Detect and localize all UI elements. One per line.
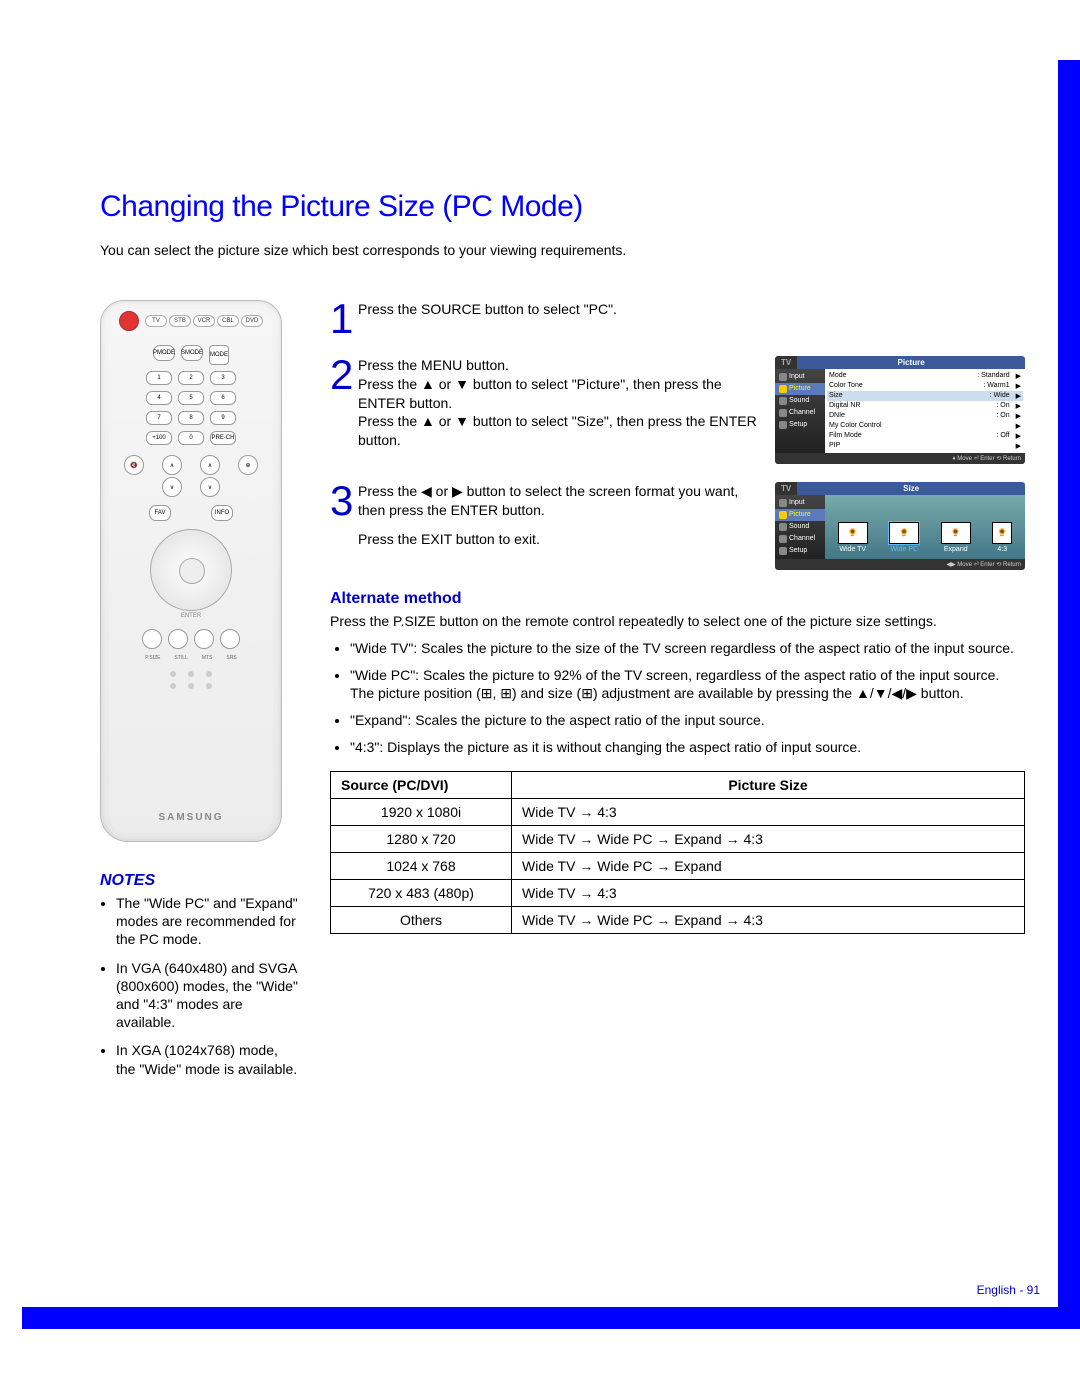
power-button-icon xyxy=(119,311,139,331)
mute-icon: 🔇 xyxy=(124,455,144,475)
notes-list: The "Wide PC" and "Expand" modes are rec… xyxy=(100,894,300,1078)
alt-item: "Expand": Scales the picture to the aspe… xyxy=(350,711,1025,730)
notes-item: In XGA (1024x768) mode, the "Wide" mode … xyxy=(116,1041,300,1077)
table-cell: Wide TV → Wide PC → Expand → 4:3 xyxy=(512,826,1025,853)
osd-sidebar: Input Picture Sound Channel Setup xyxy=(775,369,825,453)
dpad-icon xyxy=(150,529,232,611)
intro-text: You can select the picture size which be… xyxy=(100,242,1025,258)
manual-page: Changing the Picture Size (PC Mode) You … xyxy=(0,0,1080,1397)
step-text: Press the MENU button.Press the ▲ or ▼ b… xyxy=(358,356,775,450)
table-cell: Wide TV → 4:3 xyxy=(512,799,1025,826)
osd-size-options: 🌻Wide TV 🌻Wide PC 🌻Expand 🌻4:3 xyxy=(825,495,1025,559)
resolution-table: Source (PC/DVI)Picture Size 1920 x 1080i… xyxy=(330,771,1025,934)
frame-bottom xyxy=(22,1307,1080,1329)
step-text: Press the ◀ or ▶ button to select the sc… xyxy=(358,482,775,559)
table-cell: Wide TV → Wide PC → Expand xyxy=(512,853,1025,880)
notes-box: NOTES The "Wide PC" and "Expand" modes a… xyxy=(100,872,300,1078)
remote-small-btn: DVD xyxy=(241,315,263,327)
osd-picture-menu: TVPicture Input Picture Sound Channel Se… xyxy=(775,356,1025,464)
table-cell: 720 x 483 (480p) xyxy=(331,880,512,907)
table-cell: 1920 x 1080i xyxy=(331,799,512,826)
remote-small-btn: VCR xyxy=(193,315,215,327)
table-cell: 1280 x 720 xyxy=(331,826,512,853)
alt-list: "Wide TV": Scales the picture to the siz… xyxy=(330,639,1025,757)
right-column: 1 Press the SOURCE button to select "PC"… xyxy=(330,300,1025,934)
table-header: Source (PC/DVI) xyxy=(331,772,512,799)
frame-right xyxy=(1058,60,1080,1329)
source-icon: ⊕ xyxy=(238,455,258,475)
table-cell: Wide TV → 4:3 xyxy=(512,880,1025,907)
alt-item: "4:3": Displays the picture as it is wit… xyxy=(350,738,1025,757)
step: 2 Press the MENU button.Press the ▲ or ▼… xyxy=(330,356,1025,464)
table-cell: 1024 x 768 xyxy=(331,853,512,880)
alt-heading: Alternate method xyxy=(330,590,1025,608)
notes-item: In VGA (640x480) and SVGA (800x600) mode… xyxy=(116,959,300,1032)
osd-main: Mode: Standard▶ Color Tone: Warm1▶ Size:… xyxy=(825,369,1025,453)
table-cell: Wide TV → Wide PC → Expand → 4:3 xyxy=(512,907,1025,934)
remote-small-btn: CBL xyxy=(217,315,239,327)
step-number: 3 xyxy=(330,482,358,520)
table-header: Picture Size xyxy=(512,772,1025,799)
step-text: Press the SOURCE button to select "PC". xyxy=(358,300,1025,319)
notes-item: The "Wide PC" and "Expand" modes are rec… xyxy=(116,894,300,949)
step: 1 Press the SOURCE button to select "PC"… xyxy=(330,300,1025,338)
page-footer: English - 91 xyxy=(977,1283,1040,1297)
content: Changing the Picture Size (PC Mode) You … xyxy=(100,190,1025,1277)
remote-small-btn: STB xyxy=(169,315,191,327)
table-cell: Others xyxy=(331,907,512,934)
alt-item: "Wide PC": Scales the picture to 92% of … xyxy=(350,666,1025,704)
page-title: Changing the Picture Size (PC Mode) xyxy=(100,190,1025,224)
step-number: 1 xyxy=(330,300,358,338)
notes-heading: NOTES xyxy=(100,872,300,890)
left-column: TV STB VCR CBL DVD PMODESMODEMODE 123 45… xyxy=(100,300,300,1088)
step-number: 2 xyxy=(330,356,358,394)
osd-sidebar: Input Picture Sound Channel Setup xyxy=(775,495,825,559)
alt-item: "Wide TV": Scales the picture to the siz… xyxy=(350,639,1025,658)
alt-intro: Press the P.SIZE button on the remote co… xyxy=(330,612,1025,631)
remote-small-btn: TV xyxy=(145,315,167,327)
step: 3 Press the ◀ or ▶ button to select the … xyxy=(330,482,1025,570)
remote-illustration: TV STB VCR CBL DVD PMODESMODEMODE 123 45… xyxy=(100,300,282,842)
osd-size-menu: TVSize Input Picture Sound Channel Setup… xyxy=(775,482,1025,570)
brand-label: SAMSUNG xyxy=(101,812,281,823)
